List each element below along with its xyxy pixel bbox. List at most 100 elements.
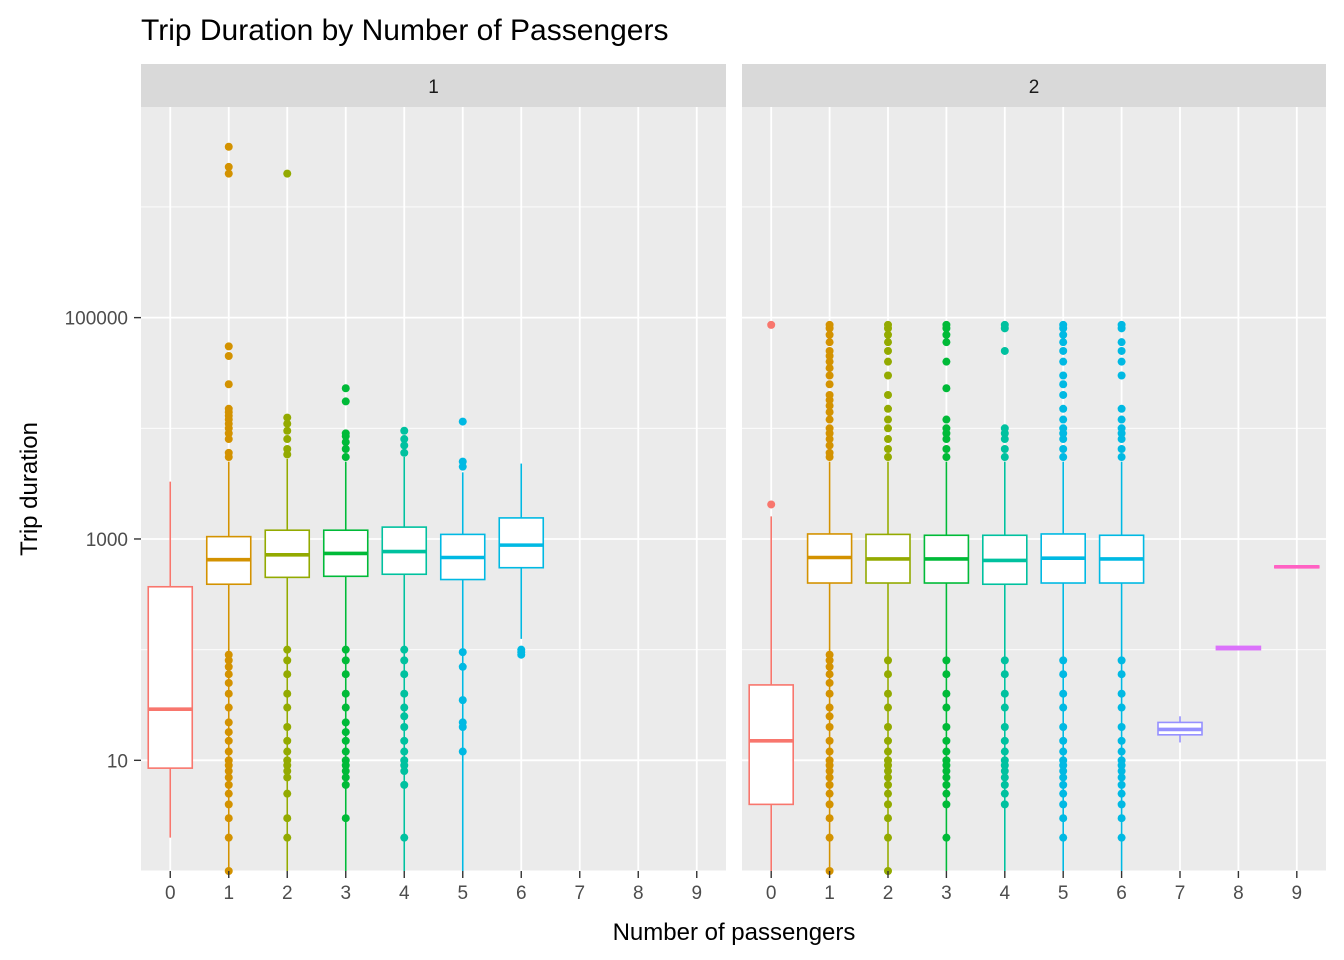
outlier-point <box>884 747 892 756</box>
outlier-point <box>1059 380 1068 389</box>
outlier-point <box>1117 789 1126 798</box>
outlier-point <box>825 380 834 389</box>
outlier-point <box>1117 424 1126 433</box>
outlier-point <box>1059 435 1068 444</box>
outlier-point <box>1059 747 1068 756</box>
box-passengers-3 <box>923 320 970 871</box>
outlier-point <box>341 645 350 654</box>
outlier-point <box>825 364 834 373</box>
outlier-point <box>458 747 467 756</box>
outlier-point <box>884 756 892 765</box>
x-tick-label: 0 <box>766 883 777 904</box>
x-tick-label: 9 <box>1292 883 1303 904</box>
outlier-point <box>283 767 292 776</box>
outlier-point <box>942 656 951 665</box>
outlier-point <box>458 718 467 727</box>
outlier-point <box>283 773 292 782</box>
outlier-point <box>942 780 951 789</box>
outlier-point <box>942 320 951 329</box>
outlier-point <box>825 424 834 433</box>
outlier-point <box>1000 424 1009 433</box>
outlier-point <box>884 767 892 776</box>
outlier-point <box>1059 723 1068 732</box>
outlier-point <box>825 814 834 823</box>
box-iqr <box>147 585 194 769</box>
outlier-point <box>884 780 892 789</box>
outlier-point <box>942 453 951 462</box>
outlier-point <box>825 780 834 789</box>
outlier-point <box>1000 453 1009 462</box>
x-tick-label: 3 <box>340 883 351 904</box>
x-tick-label: 9 <box>691 883 702 904</box>
outlier-point <box>224 162 233 171</box>
outlier-point <box>341 689 350 698</box>
strip-2-label: 2 <box>1029 77 1040 98</box>
outlier-point <box>341 429 350 438</box>
x-tick-label: 2 <box>883 883 894 904</box>
outlier-point <box>1000 767 1009 776</box>
outlier-point <box>1059 670 1068 679</box>
outlier-point <box>825 689 834 698</box>
outlier-point <box>1059 320 1068 329</box>
outlier-point <box>884 670 892 679</box>
outlier-point <box>884 435 892 444</box>
outlier-point <box>400 645 409 654</box>
outlier-point <box>1059 773 1068 782</box>
outlier-point <box>1059 338 1068 347</box>
outlier-point <box>942 789 951 798</box>
outlier-point <box>224 767 233 776</box>
outlier-point <box>1117 800 1126 809</box>
outlier-point <box>884 330 892 339</box>
outlier-point <box>825 767 834 776</box>
outlier-point <box>224 678 233 687</box>
outlier-point <box>884 424 892 433</box>
outlier-point <box>1059 656 1068 665</box>
outlier-point <box>825 401 834 410</box>
y-tick-label: 10 <box>107 751 128 772</box>
outlier-point <box>400 833 409 842</box>
outlier-point <box>825 773 834 782</box>
outlier-point <box>942 767 951 776</box>
outlier-point <box>458 696 467 705</box>
outlier-point <box>283 413 292 422</box>
outlier-point <box>517 645 526 654</box>
outlier-point <box>283 723 292 732</box>
outlier-point <box>825 656 834 665</box>
outlier-point <box>825 833 834 842</box>
outlier-point <box>942 357 951 366</box>
outlier-point <box>1059 756 1068 765</box>
box-passengers-8 <box>1215 645 1262 651</box>
outlier-point <box>1059 415 1068 424</box>
x-tick-label: 4 <box>1000 883 1011 904</box>
outlier-point <box>825 747 834 756</box>
box-iqr <box>748 684 795 806</box>
panel-1-boxes <box>147 142 545 875</box>
outlier-point <box>884 346 892 355</box>
outlier-point <box>1000 346 1009 355</box>
outlier-point <box>224 814 233 823</box>
outlier-point <box>224 747 233 756</box>
outlier-point <box>942 445 951 454</box>
outlier-point <box>1059 789 1068 798</box>
outlier-point <box>224 670 233 679</box>
box-passengers-4 <box>981 320 1028 871</box>
outlier-point <box>1059 371 1068 380</box>
outlier-point <box>825 703 834 712</box>
box-passengers-0 <box>147 481 194 838</box>
outlier-point <box>825 670 834 679</box>
outlier-point <box>1059 445 1068 454</box>
outlier-point <box>1000 703 1009 712</box>
outlier-point <box>1059 346 1068 355</box>
outlier-point <box>884 789 892 798</box>
outlier-point <box>1059 703 1068 712</box>
outlier-point <box>825 650 834 659</box>
outlier-point <box>224 773 233 782</box>
outlier-point <box>341 773 350 782</box>
outlier-point <box>341 453 350 462</box>
outlier-point <box>1117 747 1126 756</box>
x-tick-label: 6 <box>1116 883 1127 904</box>
outlier-point <box>224 736 233 745</box>
outlier-point <box>884 453 892 462</box>
panel-1-background <box>141 107 726 871</box>
outlier-point <box>942 747 951 756</box>
